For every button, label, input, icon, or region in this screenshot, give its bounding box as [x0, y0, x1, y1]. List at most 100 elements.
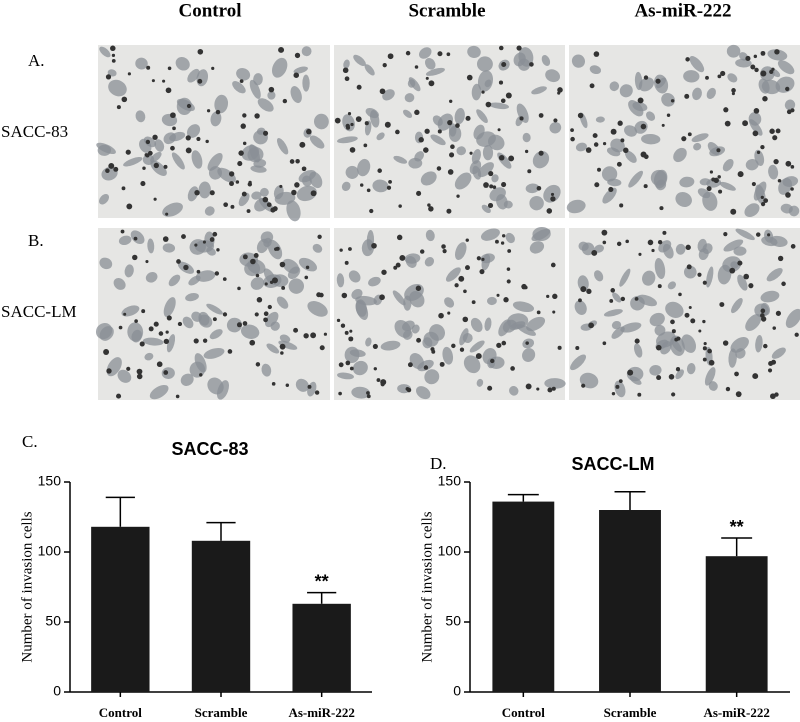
pore [349, 366, 354, 371]
pore [238, 150, 244, 156]
pore [447, 169, 454, 175]
pore [754, 67, 759, 73]
bar [705, 556, 768, 692]
cell [191, 311, 202, 322]
pore [454, 283, 459, 288]
pore [344, 76, 350, 82]
pore [550, 192, 555, 197]
pore [497, 128, 501, 132]
pore [496, 293, 500, 297]
pore [338, 391, 342, 396]
pore [193, 338, 199, 344]
pore [767, 368, 773, 373]
pore [227, 349, 233, 354]
cell [697, 188, 711, 199]
pore [384, 121, 391, 128]
cell [96, 142, 116, 155]
cell [649, 365, 662, 376]
pore [503, 297, 509, 303]
pore [676, 336, 681, 341]
cell [785, 308, 800, 329]
pore [581, 383, 586, 388]
pore [235, 180, 240, 184]
pore [139, 341, 145, 347]
cell [655, 179, 667, 191]
cell [532, 226, 551, 242]
cell [581, 242, 595, 256]
y-tick-label: 0 [453, 683, 461, 699]
cell [405, 256, 417, 268]
pore [206, 109, 211, 113]
pore [108, 162, 115, 169]
cell [525, 183, 540, 194]
pore [152, 134, 158, 140]
pore [202, 240, 206, 244]
cell [471, 83, 482, 101]
pore [239, 79, 244, 83]
pore [719, 302, 725, 308]
micrograph [569, 228, 800, 400]
cell [206, 247, 216, 256]
pore [702, 346, 707, 351]
cell [634, 71, 643, 91]
cell [217, 167, 236, 183]
cell [611, 320, 622, 330]
pore [578, 298, 582, 303]
pore [263, 311, 269, 317]
pore [197, 78, 203, 84]
pore [229, 181, 234, 187]
pore [425, 76, 429, 80]
cell [372, 179, 389, 193]
pore [153, 321, 159, 327]
pore [145, 259, 149, 264]
pore [750, 64, 756, 70]
pore [684, 93, 690, 99]
pore [659, 206, 664, 211]
pore [769, 69, 774, 74]
pore [136, 368, 143, 375]
cell [226, 317, 243, 333]
cell [209, 329, 223, 340]
pore [279, 261, 286, 268]
pore [731, 92, 735, 96]
pore [687, 132, 692, 137]
pore [437, 51, 443, 57]
pore [762, 96, 768, 102]
cell [337, 372, 354, 380]
cell [189, 239, 206, 255]
pore [215, 109, 221, 115]
pore [591, 250, 598, 256]
pore [344, 330, 349, 335]
pore [146, 65, 151, 70]
pore [280, 351, 284, 355]
cell [509, 385, 519, 396]
y-tick-label: 50 [445, 613, 461, 629]
pore [431, 349, 436, 354]
cell [416, 386, 431, 400]
pore [344, 260, 349, 265]
pore [552, 310, 556, 314]
pore [570, 128, 574, 132]
cell [594, 270, 604, 282]
cell [745, 159, 759, 171]
pore [194, 189, 200, 196]
cell [594, 244, 605, 253]
pore [396, 234, 403, 241]
cell [260, 231, 274, 244]
cell [364, 64, 375, 76]
cell [526, 316, 546, 332]
pore [538, 150, 544, 156]
cell [737, 274, 748, 291]
cell [130, 230, 145, 245]
pore [176, 259, 181, 264]
cell [162, 243, 176, 253]
pore [662, 230, 667, 235]
pore [498, 154, 505, 161]
pore [153, 162, 159, 169]
cell [778, 178, 792, 195]
pore [132, 254, 138, 261]
pore [485, 101, 492, 108]
pore [763, 343, 768, 349]
cell [131, 329, 143, 343]
pore [123, 312, 127, 316]
